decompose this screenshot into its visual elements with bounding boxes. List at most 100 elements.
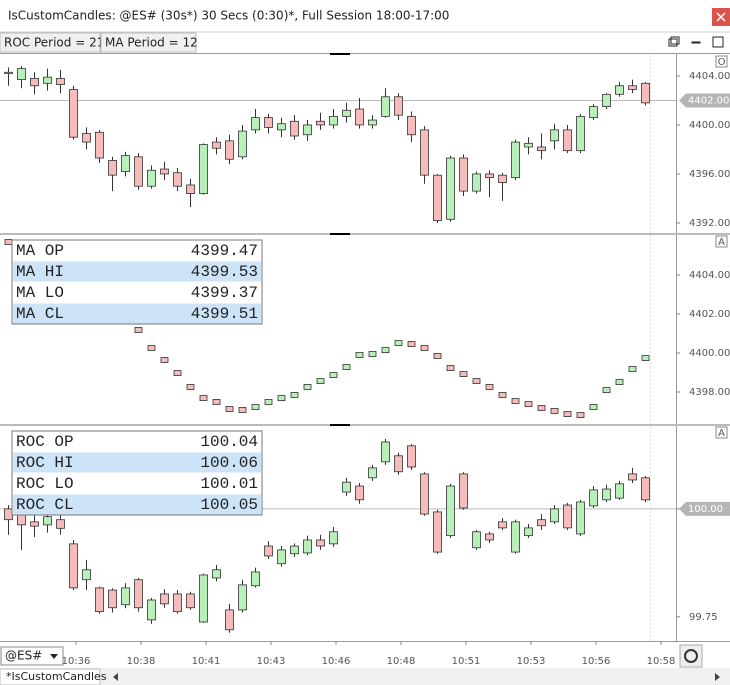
candle-body [290,120,299,137]
ma-marker [134,327,143,333]
candle-body [147,169,156,187]
candle-body [316,120,325,126]
info-row [13,431,261,452]
tab-bar [0,668,730,685]
y-tick-label: 4392.00 [689,218,730,229]
candle-body [329,531,338,545]
y-tick-label: 4404.00 [689,270,730,281]
candle-body [498,174,507,183]
y-tick-label: 4400.00 [689,348,730,359]
ma-marker [433,353,442,359]
ma-marker [576,412,585,418]
candle-body [43,76,52,84]
window-controls[interactable] [668,36,724,48]
ma-marker [316,378,325,384]
candle-body [628,85,637,90]
candle-body [329,115,338,126]
y-tick-label: 4404.00 [689,71,730,82]
candle-body [173,172,182,187]
ma-marker [524,401,533,408]
candle-body [17,68,26,81]
candle-body [238,584,247,611]
ma-marker [459,371,468,377]
ma-marker [563,411,572,417]
ma-marker [186,384,195,390]
param-box[interactable] [0,32,101,53]
candle-body [589,489,598,507]
info-name: MA LO [16,284,64,302]
info-name: ROC LO [16,475,74,493]
candle-body [121,155,130,172]
info-name: MA HI [16,263,64,281]
ma-marker [355,352,364,358]
x-tick-label: 10:53 [517,656,546,667]
ma-marker [485,384,494,390]
candle-body [602,93,611,107]
candle-body [290,545,299,555]
candle-body [225,140,234,160]
refresh-button[interactable] [679,644,703,668]
ma-marker [251,404,260,410]
y-tick-label: 99.75 [689,612,718,623]
candle-body [355,108,364,126]
ma-marker [589,404,598,410]
candle-body [342,109,351,117]
refresh-icon [684,649,698,663]
info-row [13,240,261,261]
candle-body [264,117,273,128]
ma-marker [160,357,169,363]
candle-body [407,445,416,468]
info-row [13,261,261,282]
badge-box [715,55,728,68]
x-tick-label: 10:41 [192,656,221,667]
candle-body [4,508,13,521]
candle-body [641,82,650,104]
candle-body [212,141,221,149]
candle-body [95,587,104,613]
candle-body [537,146,546,152]
info-name: MA OP [16,242,64,260]
candle-body [537,519,546,527]
last-tag [679,501,730,516]
candle-body [433,511,442,553]
last-tag-label: 4402.00 [688,95,729,106]
candle-body [524,527,533,537]
candle-body [485,173,494,179]
candle-body [121,587,130,606]
candle-body [563,129,572,152]
candle-body [251,117,260,131]
x-tick-label: 10:48 [387,656,416,667]
candle-body [381,96,390,117]
candle-body [134,579,143,609]
info-row [13,452,261,473]
candle-body [17,514,26,526]
ma-marker [602,387,611,393]
badge-box [715,235,728,248]
badge: O [718,57,726,68]
candle-body [576,115,585,152]
symbol-box[interactable] [0,646,64,666]
candle-body [173,593,182,613]
x-tick-label: 10:58 [647,656,676,667]
param: ROC Period = 21 [4,36,104,50]
candle-body [69,543,78,589]
candle-body [238,130,247,158]
ma-marker [173,370,182,376]
param-box[interactable] [100,32,197,53]
info-value: 100.01 [200,475,258,493]
candle-body [43,516,52,526]
candle-body [407,115,416,136]
x-tick-label: 10:38 [127,656,156,667]
x-tick-label: 10:43 [257,656,286,667]
ma-marker [498,392,507,398]
badge-box [715,426,728,439]
tab[interactable] [0,668,101,685]
info-row [13,282,261,303]
candle-body [95,131,104,159]
candle-body [433,174,442,221]
badge: A [718,428,725,439]
candle-body [485,533,494,541]
ma-marker [537,405,546,411]
candle-body [524,142,533,148]
